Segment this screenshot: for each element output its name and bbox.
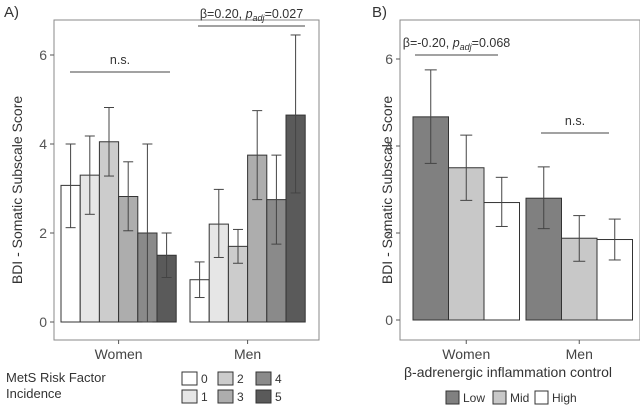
panel-a-legend-swatch-1: [181, 389, 198, 404]
b-error-bar-men-mid: [573, 215, 586, 262]
a-error-bar-women-0: [65, 143, 76, 229]
panel-b-legend-label-mid: Mid: [510, 391, 529, 405]
a-y-tick-label: 2: [39, 225, 47, 241]
panel-b-label: B): [372, 4, 387, 21]
panel-a-legend-swatch-3: [217, 389, 234, 404]
a-error-bar-women-1: [84, 135, 95, 215]
b-x-tick-label-women: Women: [442, 346, 490, 362]
a-error-bar-women-4: [142, 143, 153, 323]
panel-a-legend-label-5: 5: [275, 390, 282, 404]
a-error-bar-women-2: [104, 107, 114, 177]
b-error-bar-men-low: [537, 166, 550, 230]
a-annotation-text-1: β=0.20, padj=0.027: [200, 7, 303, 23]
panel-a-legend-swatch-4: [255, 371, 272, 386]
a-error-bar-women-3: [123, 161, 134, 232]
b-error-bar-women-high: [495, 176, 508, 227]
a-error-bar-men-0: [194, 261, 205, 299]
panel-b-x-axis-label: β-adrenergic inflammation control: [404, 364, 612, 380]
panel-a-legend-label-1: 1: [201, 390, 208, 404]
panel-b: B) BDI - Somatic Subscale Score 0 2 4 6 Wom…: [372, 4, 640, 405]
b-annotation-text-0: β=-0.20, padj=0.068: [403, 36, 511, 52]
panel-a: A) BDI - Somatic Subscale Score 0 2 4 6 Wom…: [4, 4, 320, 404]
b-y-tick-label: 4: [385, 138, 393, 154]
a-error-bar-men-2: [233, 228, 243, 264]
b-annotation-text-1: n.s.: [565, 114, 585, 128]
b-y-tick-label: 6: [385, 51, 393, 67]
a-y-tick-label: 4: [39, 136, 47, 152]
a-error-bar-men-3: [252, 110, 263, 201]
a-y-tick-label: 0: [39, 314, 47, 330]
a-error-bar-men-4: [271, 154, 282, 245]
b-x-tick-label-men: Men: [566, 346, 593, 362]
b-error-bar-men-high: [608, 218, 621, 261]
panel-a-legend: MetS Risk Factor Incidence 0 1 2 3 4 5: [6, 370, 282, 404]
a-annotation-text-0: n.s.: [110, 53, 130, 67]
a-error-bar-men-5: [290, 34, 301, 194]
panel-a-legend-label-2: 2: [237, 372, 244, 386]
panel-a-legend-swatch-0: [181, 371, 198, 386]
b-y-tick-label: 0: [385, 312, 393, 328]
panel-a-y-axis-label: BDI - Somatic Subscale Score: [9, 96, 25, 285]
a-error-bar-women-5: [161, 232, 172, 278]
a-y-tick-label: 6: [39, 47, 47, 63]
b-error-bar-women-low: [424, 69, 437, 164]
panel-a-legend-label-4: 4: [275, 372, 282, 386]
b-error-bar-women-mid: [460, 134, 473, 201]
a-x-tick-label-women: Women: [95, 346, 143, 362]
panel-b-legend-swatch-low: [445, 390, 460, 405]
panel-a-legend-title-line-2: Incidence: [6, 386, 62, 401]
panel-b-legend-label-low: Low: [463, 391, 485, 405]
panel-a-plot-area: [53, 19, 320, 341]
panel-a-legend-swatch-2: [217, 371, 234, 386]
panel-a-label: A): [4, 4, 19, 21]
b-y-tick-label: 2: [385, 225, 393, 241]
panel-b-legend-swatch-mid: [492, 390, 507, 405]
panel-b-legend-label-high: High: [552, 391, 577, 405]
a-x-tick-label-men: Men: [234, 346, 261, 362]
panel-b-legend-swatch-high: [534, 390, 549, 405]
panel-a-legend-label-0: 0: [201, 372, 208, 386]
a-error-bar-men-1: [213, 188, 224, 258]
panel-a-legend-label-3: 3: [237, 390, 244, 404]
panel-b-y-axis-label: BDI - Somatic Subscale Score: [379, 96, 395, 285]
panel-a-legend-swatch-5: [255, 389, 272, 404]
panel-a-legend-title-line-1: MetS Risk Factor: [6, 370, 106, 385]
panel-b-legend: Low Mid High: [445, 390, 577, 405]
panel-b-plot-area: [399, 19, 640, 341]
